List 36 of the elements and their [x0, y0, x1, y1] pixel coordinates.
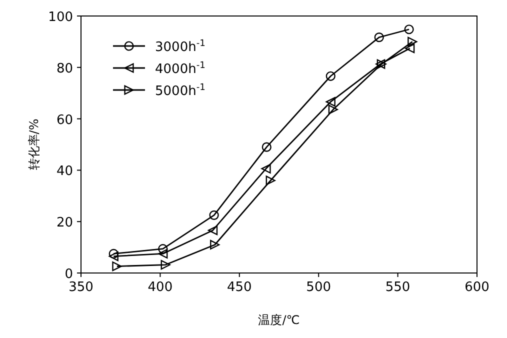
y-tick-label: 20	[56, 216, 73, 231]
point	[266, 176, 276, 186]
y-tick-label: 80	[56, 61, 73, 76]
legend-label: 5000h$^{-1}$	[155, 83, 206, 99]
x-tick-label: 450	[226, 280, 252, 295]
legend-label: 4000h$^{-1}$	[155, 61, 206, 77]
y-tick-label: 60	[56, 112, 73, 128]
point	[208, 226, 218, 236]
x-tick-label: 400	[148, 280, 173, 295]
point	[210, 240, 220, 250]
point	[209, 210, 219, 220]
x-tick-label: 500	[306, 280, 332, 295]
point	[405, 44, 415, 54]
point	[408, 36, 418, 46]
point	[326, 97, 336, 107]
legend-label: 3000h$^{-1}$	[155, 39, 206, 55]
point	[108, 248, 118, 259]
x-tick-label: 600	[464, 280, 490, 295]
x-tick-label: 550	[385, 280, 410, 295]
point	[326, 71, 336, 81]
point	[158, 244, 168, 254]
x-tick-label: 350	[68, 280, 94, 295]
y-tick-label: 100	[48, 10, 73, 25]
point	[261, 164, 271, 174]
point	[160, 260, 170, 270]
point	[108, 251, 118, 262]
point	[158, 248, 168, 259]
y-tick-label: 0	[64, 267, 73, 282]
point	[262, 142, 272, 152]
point	[328, 104, 338, 114]
y-axis-title: 转化率/%	[27, 118, 41, 170]
point	[374, 32, 384, 42]
x-axis-title: 温度/℃	[258, 313, 300, 327]
point	[112, 262, 122, 272]
point	[404, 24, 414, 34]
y-tick-label: 40	[56, 164, 73, 180]
